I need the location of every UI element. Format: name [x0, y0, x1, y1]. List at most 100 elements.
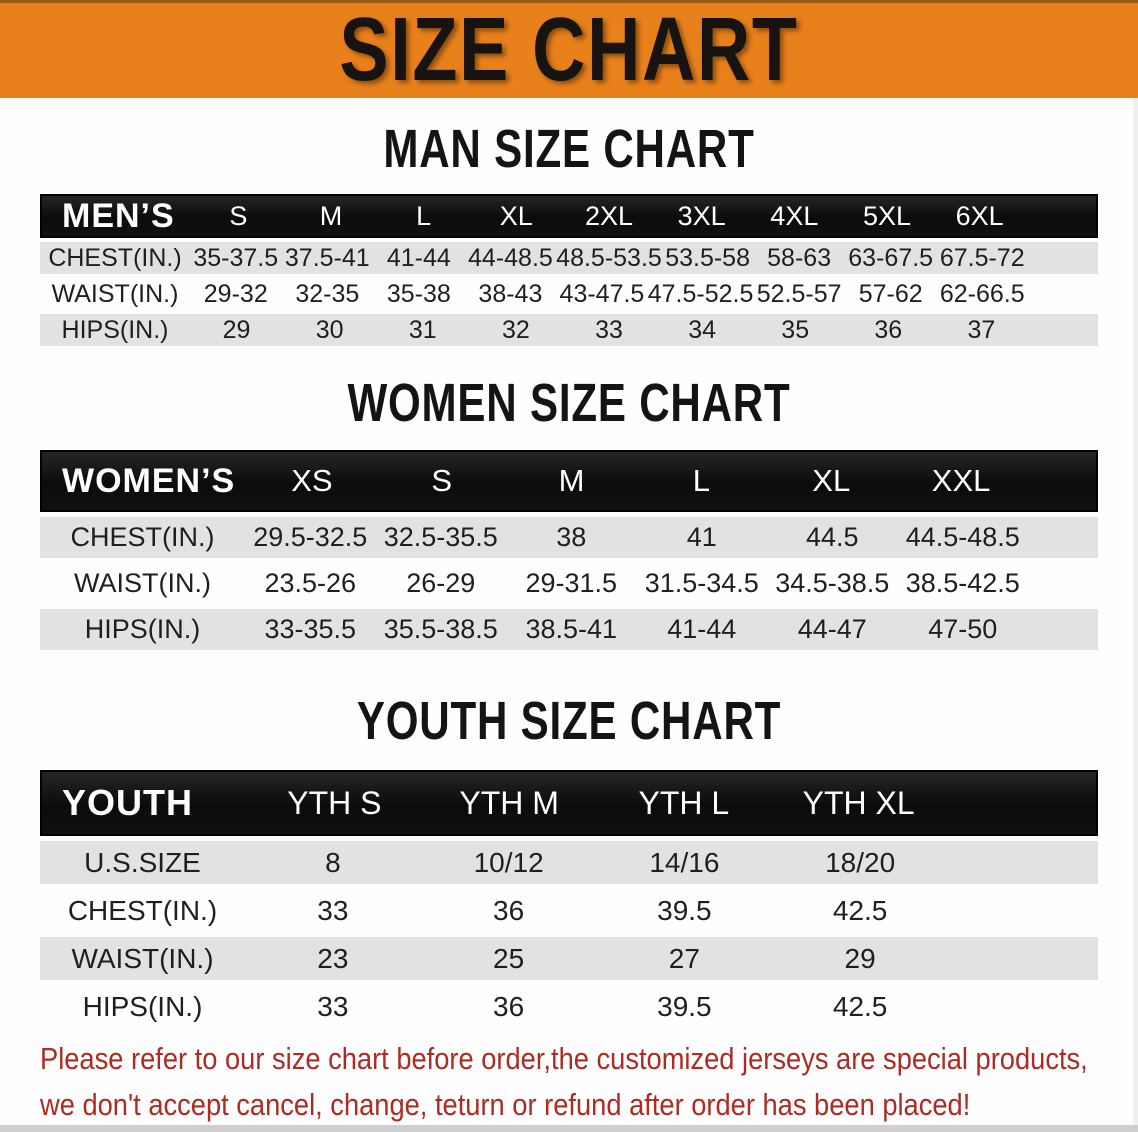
youth-ussize-row: U.S.SIZE 8 10/12 14/16 18/20	[40, 841, 1098, 884]
row-label: HIPS(IN.)	[84, 614, 201, 644]
value-cell: 32	[501, 315, 530, 344]
size-column-header: XXL	[931, 463, 991, 498]
value-cell: 29-32	[203, 279, 268, 308]
row-label: WAIST(IN.)	[74, 568, 211, 598]
women-table-corner-label: WOMEN’S	[62, 461, 236, 500]
value-cell: 26-29	[406, 568, 476, 598]
men-table-corner-label: MEN’S	[62, 196, 175, 235]
value-cell: 62-66.5	[939, 279, 1025, 308]
youth-table-header-row: YOUTH YTH S YTH M YTH L YTH XL	[40, 770, 1098, 836]
value-cell: 35.5-38.5	[383, 614, 498, 644]
row-label: WAIST(IN.)	[71, 942, 214, 974]
value-cell: 18/20	[825, 846, 896, 878]
size-column-header: XL	[499, 200, 533, 231]
value-cell: 37	[967, 315, 996, 344]
value-cell: 29	[222, 315, 251, 344]
value-cell: 48.5-53.5	[556, 243, 662, 272]
value-cell: 47-50	[928, 614, 998, 644]
value-cell: 39.5	[657, 894, 712, 926]
size-column-header: S	[229, 200, 248, 231]
size-column-header: 5XL	[862, 200, 912, 231]
value-cell: 30	[315, 315, 344, 344]
value-cell: 44-47	[797, 614, 867, 644]
value-cell: 36	[493, 894, 525, 926]
row-label: HIPS(IN.)	[82, 990, 203, 1022]
value-cell: 39.5	[657, 990, 712, 1022]
size-column-header: XS	[291, 463, 333, 498]
size-column-header: YTH L	[638, 784, 730, 821]
value-cell: 41-44	[386, 243, 451, 272]
value-cell: 34	[688, 315, 716, 344]
row-label: WAIST(IN.)	[51, 279, 179, 308]
value-cell: 58-63	[767, 243, 832, 272]
value-cell: 42.5	[832, 990, 888, 1022]
row-label: U.S.SIZE	[84, 846, 201, 878]
row-label: HIPS(IN.)	[61, 315, 169, 344]
value-cell: 36	[874, 315, 903, 344]
value-cell: 37.5-41	[284, 243, 370, 272]
value-cell: 36	[493, 990, 525, 1022]
women-table-header-row: WOMEN’S XS S M L XL XXL	[40, 450, 1098, 512]
value-cell: 42.5	[832, 894, 888, 926]
size-column-header: 6XL	[955, 200, 1004, 231]
value-cell: 41-44	[667, 614, 737, 644]
value-cell: 44-48.5	[468, 243, 553, 272]
value-cell: 38.5-41	[525, 614, 618, 644]
youth-section-title: YOUTH SIZE CHART	[0, 690, 1138, 752]
banner: SIZE CHART	[0, 0, 1138, 98]
women-section-title-text: WOMEN SIZE CHART	[347, 373, 791, 433]
women-chest-row: CHEST(IN.) 29.5-32.5 32.5-35.5 38 41 44.…	[40, 517, 1098, 558]
value-cell: 47.5-52.5	[647, 279, 754, 308]
value-cell: 35	[781, 315, 810, 344]
value-cell: 33	[317, 894, 349, 926]
bottom-edge-artifact	[0, 1125, 1138, 1132]
value-cell: 31	[408, 315, 437, 344]
value-cell: 23.5-26	[264, 568, 357, 598]
value-cell: 44.5	[805, 522, 859, 552]
row-label: CHEST(IN.)	[67, 894, 218, 926]
women-section-title: WOMEN SIZE CHART	[0, 372, 1138, 434]
row-label: CHEST(IN.)	[48, 243, 182, 272]
size-column-header: YTH XL	[802, 784, 915, 821]
value-cell: 32-35	[295, 279, 360, 308]
value-cell: 67.5-72	[939, 243, 1025, 272]
size-column-header: M	[558, 463, 585, 498]
men-chest-row: CHEST(IN.) 35-37.5 37.5-41 41-44 44-48.5…	[40, 242, 1098, 274]
men-section-title: MAN SIZE CHART	[0, 118, 1138, 180]
disclaimer-text: Please refer to our size chart before or…	[40, 1036, 1130, 1128]
value-cell: 31.5-34.5	[644, 568, 759, 598]
right-edge-artifact	[1133, 98, 1138, 1125]
women-waist-row: WAIST(IN.) 23.5-26 26-29 29-31.5 31.5-34…	[40, 563, 1098, 604]
value-cell: 29-31.5	[525, 568, 618, 598]
size-column-header: L	[416, 200, 432, 231]
youth-section-title-text: YOUTH SIZE CHART	[356, 691, 782, 751]
row-label: CHEST(IN.)	[70, 522, 215, 552]
value-cell: 33-35.5	[264, 614, 357, 644]
size-column-header: 3XL	[677, 200, 726, 231]
size-column-header: YTH S	[287, 784, 382, 821]
youth-size-table: YOUTH YTH S YTH M YTH L YTH XL U.S.SIZE …	[40, 770, 1098, 1028]
size-column-header: M	[319, 200, 343, 231]
women-size-table: WOMEN’S XS S M L XL XXL CHEST(IN.) 29.5-…	[40, 450, 1098, 650]
size-column-header: S	[431, 463, 453, 498]
value-cell: 52.5-57	[756, 279, 842, 308]
men-waist-row: WAIST(IN.) 29-32 32-35 35-38 38-43 43-47…	[40, 278, 1098, 310]
value-cell: 38-43	[478, 279, 543, 308]
disclaimer-line-1: Please refer to our size chart before or…	[40, 1041, 1088, 1076]
value-cell: 32.5-35.5	[383, 522, 498, 552]
youth-waist-row: WAIST(IN.) 23 25 27 29	[40, 937, 1098, 980]
value-cell: 35-37.5	[193, 243, 279, 272]
men-hips-row: HIPS(IN.) 29 30 31 32 33 34 35 36 37	[40, 314, 1098, 346]
disclaimer-line-2: we don't accept cancel, change, teturn o…	[40, 1087, 971, 1122]
value-cell: 29	[844, 942, 876, 974]
value-cell: 38.5-42.5	[905, 568, 1020, 598]
size-column-header: XL	[812, 463, 851, 498]
value-cell: 35-38	[386, 279, 451, 308]
size-column-header: 4XL	[770, 200, 819, 231]
size-column-header: YTH M	[459, 784, 559, 821]
value-cell: 10/12	[473, 846, 544, 878]
youth-chest-row: CHEST(IN.) 33 36 39.5 42.5	[40, 889, 1098, 932]
value-cell: 25	[493, 942, 525, 974]
value-cell: 23	[317, 942, 349, 974]
